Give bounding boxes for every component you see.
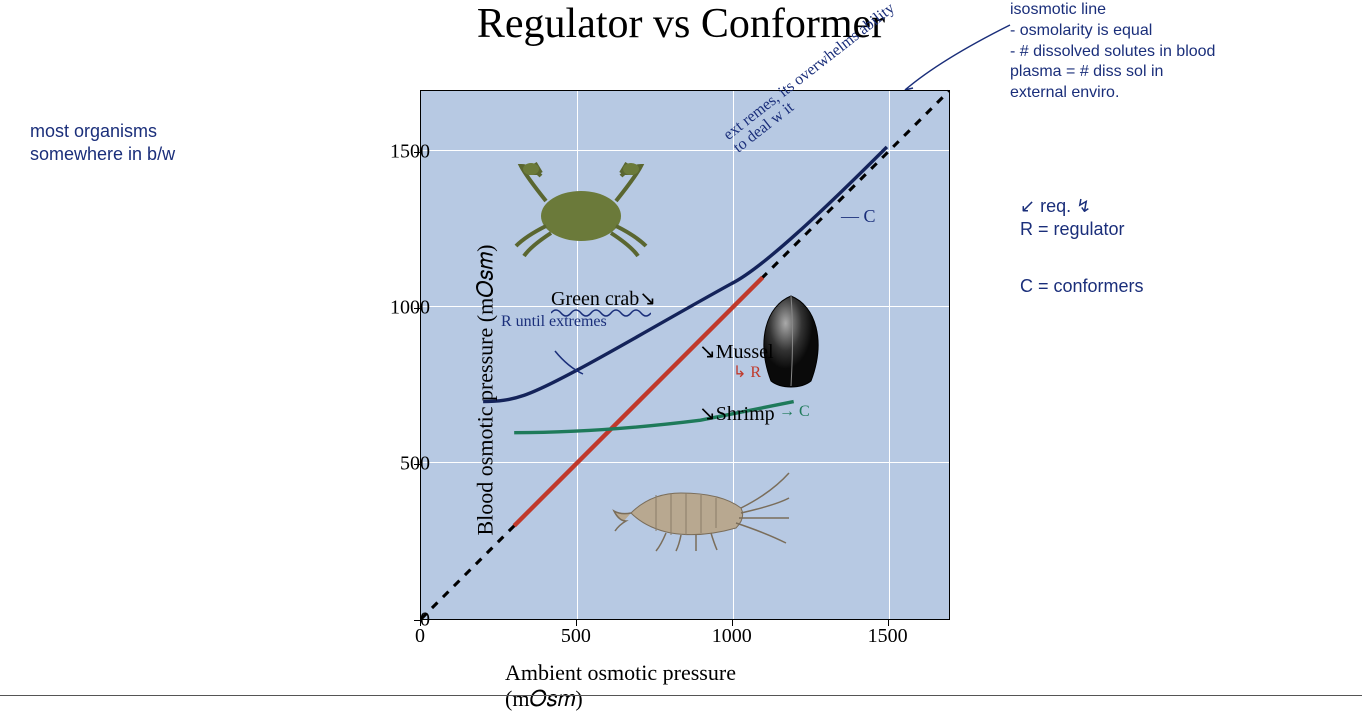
chart-container: Green crab↘ ↘Mussel ↘Shrimp R until extr… bbox=[350, 80, 970, 700]
label-mussel-text: Mussel bbox=[716, 341, 774, 363]
note-mussel-r: ↳ R bbox=[733, 362, 761, 382]
ytick-500: 500 bbox=[370, 453, 430, 476]
note-shrimp-c: → C bbox=[779, 403, 810, 421]
label-mussel: ↘Mussel bbox=[699, 339, 774, 364]
page-divider bbox=[0, 695, 1362, 696]
note-regulator: ↙ req. ↯ R = regulator bbox=[1020, 195, 1125, 242]
plot-area: Green crab↘ ↘Mussel ↘Shrimp R until extr… bbox=[420, 90, 950, 620]
xtick-0: 0 bbox=[415, 625, 425, 648]
x-axis-label: Ambient osmotic pressure (m𝑂𝑠𝑚) bbox=[505, 660, 815, 712]
ytick-1000: 1000 bbox=[370, 297, 430, 320]
crab-icon bbox=[506, 151, 656, 261]
shrimp-icon bbox=[611, 463, 791, 553]
note-c-on-chart: — C bbox=[841, 206, 876, 227]
y-axis-label: Blood osmotic pressure (m𝑂𝑠𝑚) bbox=[472, 245, 498, 536]
page-title: Regulator vs Conformer bbox=[477, 0, 885, 48]
label-green-crab: Green crab↘ bbox=[551, 286, 656, 311]
xtick-1000: 1000 bbox=[712, 625, 752, 648]
label-shrimp-text: Shrimp bbox=[716, 403, 775, 425]
xtick-500: 500 bbox=[561, 625, 591, 648]
arrow-r-until bbox=[553, 349, 593, 379]
ytick-1500: 1500 bbox=[370, 141, 430, 164]
note-conformer: C = conformers bbox=[1020, 275, 1144, 298]
note-left: most organisms somewhere in b/w bbox=[30, 120, 175, 167]
label-green-crab-text: Green crab bbox=[551, 288, 639, 310]
note-top-right: isosmotic line - osmolarity is equal - #… bbox=[1010, 0, 1215, 104]
xtick-1500: 1500 bbox=[868, 625, 908, 648]
label-shrimp: ↘Shrimp bbox=[699, 401, 775, 426]
note-r-until-extremes: R until extremes bbox=[501, 313, 607, 331]
